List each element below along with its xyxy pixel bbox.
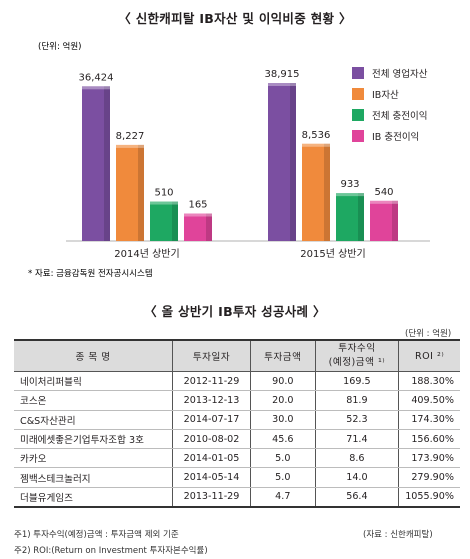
table-cell: 코스온 bbox=[14, 390, 173, 411]
legend-swatch bbox=[352, 67, 364, 79]
legend-label: 전체 충전이익 bbox=[372, 110, 427, 122]
table-cell: 14.0 bbox=[314, 467, 400, 488]
col-roi-header: ROI ²⁾ bbox=[398, 339, 460, 372]
table-cell: C&S자산관리 bbox=[14, 410, 173, 430]
table-cell: 네이처리퍼블릭 bbox=[14, 371, 173, 392]
bar bbox=[302, 143, 330, 241]
table-cell: 2013-11-29 bbox=[171, 487, 252, 509]
table-cell: 1055.90% bbox=[398, 487, 460, 509]
table-row: C&S자산관리 2014-07-17 30.0 52.3 174.30% bbox=[14, 410, 460, 430]
table-row: 코스온 2013-12-13 20.0 81.9 409.50% bbox=[14, 390, 460, 411]
table-cell: 188.30% bbox=[398, 371, 460, 392]
table-cell: 409.50% bbox=[398, 390, 460, 411]
investment-table: 종 목 명 투자일자 투자금액 투자수익 (예정)금액 ¹⁾ ROI ²⁾ 네이… bbox=[14, 339, 460, 509]
footnote-2: 주2) ROI:(Return on Investment 투자자본수익률) bbox=[14, 546, 208, 556]
source-label: * 자료: 금융감독원 전자공시시스템 bbox=[28, 268, 153, 279]
footnote-1: 주1) 투자수익(예정)금액 : 투자금액 제외 기준 bbox=[14, 530, 179, 540]
data-label: 8,536 bbox=[302, 130, 331, 141]
table-cell: 2014-01-05 bbox=[171, 448, 252, 469]
table-cell: 5.0 bbox=[250, 448, 316, 469]
legend-label: IB 충전이익 bbox=[372, 131, 419, 143]
category-label: 2015년 상반기 bbox=[300, 248, 365, 260]
col-amount-header: 투자금액 bbox=[250, 339, 316, 372]
table-cell: 5.0 bbox=[250, 467, 316, 488]
table-cell: 카카오 bbox=[14, 448, 173, 469]
bar bbox=[184, 213, 212, 241]
table-cell: 젬백스테크놀러지 bbox=[14, 467, 173, 488]
table-cell: 더블유게임즈 bbox=[14, 487, 173, 509]
bars-group: 36,424 8,227 510 165 2014년 상반기 38,915 8,536 933… bbox=[79, 69, 398, 260]
table-unit: (단위 : 억원) bbox=[405, 329, 452, 339]
table-cell: 4.7 bbox=[250, 487, 316, 509]
chart-title: 〈 신한캐피탈 IB자산 및 이익비중 현황 〉 bbox=[118, 11, 352, 26]
table-cell: 20.0 bbox=[250, 390, 316, 411]
legend-label: 전체 영업자산 bbox=[372, 68, 428, 80]
legend-swatch bbox=[352, 109, 364, 121]
table-source: (자료 : 신한캐피탈) bbox=[363, 530, 433, 540]
table-cell: 2012-11-29 bbox=[171, 371, 252, 392]
table-cell: 미래에셋좋은기업투자조합 3호 bbox=[14, 429, 173, 450]
table-cell: 2013-12-13 bbox=[171, 390, 252, 411]
bar bbox=[150, 201, 178, 241]
data-label: 38,915 bbox=[265, 69, 300, 80]
table-cell: 56.4 bbox=[314, 487, 400, 509]
col-name-header: 종 목 명 bbox=[14, 339, 173, 372]
table-cell: 2014-07-17 bbox=[171, 410, 252, 430]
bar bbox=[336, 193, 364, 241]
data-label: 165 bbox=[188, 199, 207, 210]
table-cell: 279.90% bbox=[398, 467, 460, 488]
bar bbox=[370, 200, 398, 241]
table-cell: 71.4 bbox=[314, 429, 400, 450]
data-label: 933 bbox=[340, 179, 359, 190]
table-cell: 156.60% bbox=[398, 429, 460, 450]
legend-label: IB자산 bbox=[372, 90, 399, 101]
legend-swatch bbox=[352, 88, 364, 100]
bar bbox=[116, 144, 144, 241]
bar bbox=[268, 83, 296, 241]
table-cell: 174.30% bbox=[398, 410, 460, 430]
col-return-header: 투자수익 (예정)금액 ¹⁾ bbox=[314, 339, 400, 372]
table-row: 네이처리퍼블릭 2012-11-29 90.0 169.5 188.30% bbox=[14, 371, 460, 392]
table-cell: 90.0 bbox=[250, 371, 316, 392]
table-cell: 45.6 bbox=[250, 429, 316, 450]
table-cell: 52.3 bbox=[314, 410, 400, 430]
bar-chart: (단위: 억원) 36,424 8,227 510 165 2014년 상반기 38,91… bbox=[28, 41, 430, 279]
unit-label: (단위: 억원) bbox=[38, 41, 81, 52]
table-title: 〈 올 상반기 IB투자 성공사례 〉 bbox=[144, 304, 326, 319]
table-cell: 81.9 bbox=[314, 390, 400, 411]
data-label: 36,424 bbox=[79, 72, 114, 83]
col-date-header: 투자일자 bbox=[171, 339, 252, 372]
table-cell: 2014-05-14 bbox=[171, 467, 252, 488]
data-label: 540 bbox=[374, 187, 393, 198]
table-cell: 169.5 bbox=[314, 371, 400, 392]
table-cell: 173.90% bbox=[398, 448, 460, 469]
bar bbox=[82, 86, 110, 242]
data-label: 8,227 bbox=[116, 131, 145, 142]
table-row: 더블유게임즈 2013-11-29 4.7 56.4 1055.90% bbox=[14, 487, 460, 509]
table-row: 카카오 2014-01-05 5.0 8.6 173.90% bbox=[14, 448, 460, 469]
table-header-row: 종 목 명 투자일자 투자금액 투자수익 (예정)금액 ¹⁾ ROI ²⁾ bbox=[14, 339, 460, 372]
category-label: 2014년 상반기 bbox=[114, 248, 179, 260]
table-row: 젬백스테크놀러지 2014-05-14 5.0 14.0 279.90% bbox=[14, 467, 460, 488]
table-cell: 8.6 bbox=[314, 448, 400, 469]
legend-swatch bbox=[352, 130, 364, 142]
data-label: 510 bbox=[154, 188, 173, 199]
table-row: 미래에셋좋은기업투자조합 3호 2010-08-02 45.6 71.4 156.60% bbox=[14, 429, 460, 450]
table-cell: 2010-08-02 bbox=[171, 429, 252, 450]
table-cell: 30.0 bbox=[250, 410, 316, 430]
